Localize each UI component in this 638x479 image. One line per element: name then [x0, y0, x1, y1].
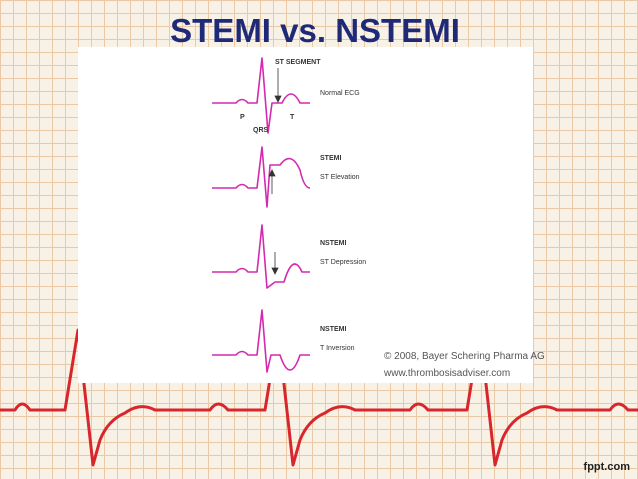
panel-description: T Inversion	[320, 345, 355, 352]
normal-ecg-trace	[212, 57, 310, 134]
panel-description: ST Elevation	[320, 174, 360, 181]
figure-panel	[78, 47, 533, 383]
slide-title: STEMI vs. NSTEMI	[170, 12, 460, 49]
nstemi-depression-trace	[212, 224, 310, 289]
p-label: P	[240, 114, 245, 121]
footer-brand: fppt.com	[584, 461, 631, 473]
panel-name: Normal ECG	[320, 90, 360, 97]
ecg-background-trace	[0, 328, 638, 467]
stemi-trace	[212, 146, 311, 208]
panel-description: ST Depression	[320, 259, 366, 266]
panel-name: STEMI	[320, 155, 341, 162]
segment-label: ST SEGMENT	[275, 59, 321, 66]
qrs-label: QRS	[253, 127, 269, 134]
t-label: T	[290, 114, 295, 121]
arrows	[268, 68, 282, 275]
ecg-diagrams	[212, 57, 311, 373]
credit-line: © 2008, Bayer Schering Pharma AG	[384, 351, 545, 362]
nstemi-inversion-trace	[212, 309, 310, 373]
credit-line: www.thrombosisadviser.com	[383, 368, 510, 379]
panel-name: NSTEMI	[320, 240, 347, 247]
panel-name: NSTEMI	[320, 326, 347, 333]
